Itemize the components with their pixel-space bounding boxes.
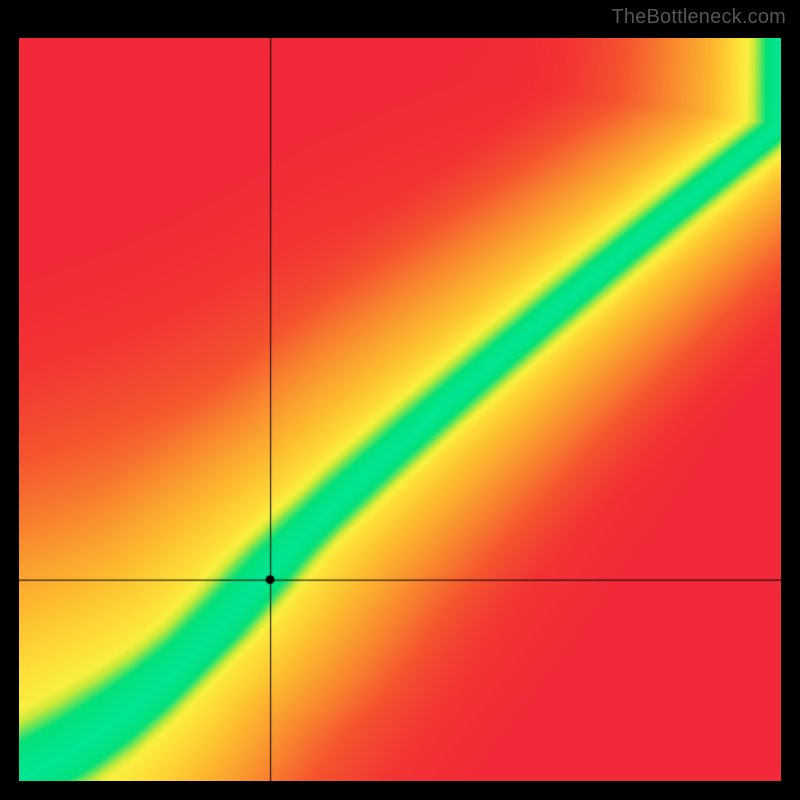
- heatmap-canvas: [19, 38, 781, 781]
- heatmap-plot: [19, 38, 781, 781]
- figure-outer: TheBottleneck.com: [0, 0, 800, 800]
- attribution-label: TheBottleneck.com: [611, 6, 786, 29]
